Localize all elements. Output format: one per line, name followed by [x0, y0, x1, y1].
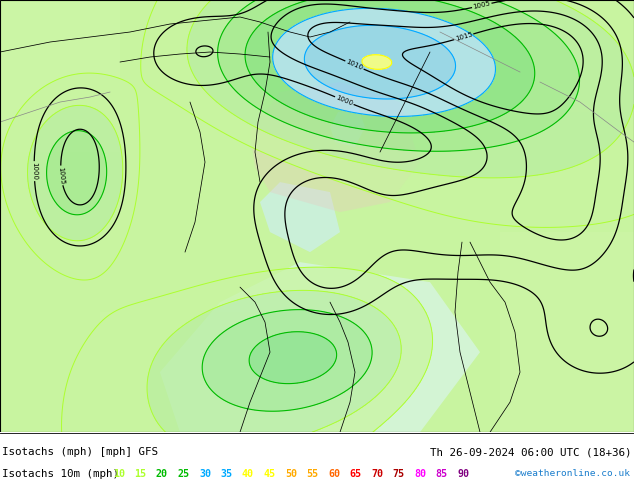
Text: 1015: 1015: [455, 31, 473, 42]
Text: Isotachs (mph) [mph] GFS: Isotachs (mph) [mph] GFS: [2, 447, 158, 457]
Text: 1000: 1000: [335, 95, 354, 107]
Text: 1010: 1010: [345, 59, 364, 72]
Bar: [0, 2, 120, 152]
Bar: [400, 0, 634, 112]
Text: 65: 65: [349, 469, 361, 479]
Text: 1005: 1005: [57, 166, 65, 185]
Text: 15: 15: [134, 469, 146, 479]
Text: 70: 70: [371, 469, 383, 479]
Polygon shape: [330, 107, 365, 147]
Text: Isotachs 10m (mph): Isotachs 10m (mph): [2, 469, 119, 479]
Polygon shape: [160, 262, 480, 432]
Polygon shape: [260, 182, 340, 252]
Text: 25: 25: [178, 469, 190, 479]
Text: 90: 90: [457, 469, 469, 479]
Text: 1005: 1005: [472, 0, 491, 10]
Bar: [500, 232, 634, 432]
Text: 85: 85: [436, 469, 448, 479]
Text: 80: 80: [414, 469, 426, 479]
Text: 20: 20: [156, 469, 168, 479]
Text: 30: 30: [199, 469, 211, 479]
Text: 60: 60: [328, 469, 340, 479]
Polygon shape: [250, 82, 420, 212]
Text: 55: 55: [306, 469, 318, 479]
Text: 10: 10: [113, 469, 125, 479]
Text: 40: 40: [242, 469, 254, 479]
Text: 75: 75: [392, 469, 404, 479]
Text: 50: 50: [285, 469, 297, 479]
Text: 35: 35: [221, 469, 233, 479]
Text: ©weatheronline.co.uk: ©weatheronline.co.uk: [515, 469, 630, 478]
Text: Th 26-09-2024 06:00 UTC (18+36): Th 26-09-2024 06:00 UTC (18+36): [430, 447, 632, 457]
Bar: [100, 312, 280, 432]
Text: 45: 45: [264, 469, 276, 479]
Text: 1000: 1000: [31, 162, 37, 180]
